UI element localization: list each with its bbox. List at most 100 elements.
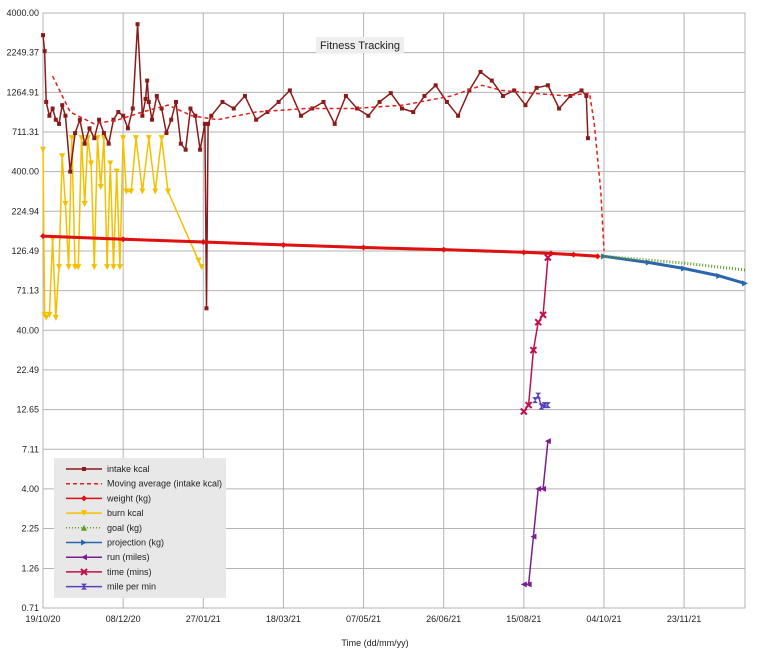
- legend-entry-weight-kg: weight (kg): [66, 493, 151, 503]
- data-point-intake-kcal: [183, 147, 188, 152]
- data-point-intake-kcal: [174, 99, 179, 104]
- series-layer: [40, 22, 748, 588]
- data-point-intake-kcal: [198, 147, 203, 152]
- data-point-intake-kcal: [101, 131, 106, 136]
- chart-title-group: Fitness Tracking: [316, 37, 404, 53]
- legend-swatch-marker: [81, 583, 87, 590]
- x-tick-label: 27/01/21: [186, 614, 221, 624]
- y-tick-label: 126.49: [11, 246, 39, 256]
- data-point-weight-kg: [120, 236, 127, 243]
- legend-label: intake kcal: [107, 464, 150, 474]
- data-point-burn-kcal: [59, 153, 66, 160]
- legend-label: time (mins): [107, 567, 152, 577]
- data-point-intake-kcal: [77, 117, 82, 122]
- data-point-intake-kcal: [68, 169, 73, 174]
- data-point-intake-kcal: [388, 91, 393, 96]
- data-point-time-mins: [534, 318, 542, 326]
- data-point-intake-kcal: [287, 88, 292, 93]
- data-point-time-mins: [539, 311, 547, 319]
- data-point-intake-kcal: [164, 131, 169, 136]
- x-tick-label: 18/03/21: [266, 614, 301, 624]
- data-point-projection-kg: [742, 280, 748, 287]
- data-point-intake-kcal: [265, 110, 270, 115]
- data-point-intake-kcal: [231, 106, 236, 111]
- series-line-weight-kg: [42, 234, 598, 258]
- data-point-intake-kcal: [53, 117, 58, 122]
- data-point-intake-kcal: [584, 93, 589, 98]
- x-tick-label: 15/08/21: [506, 614, 541, 624]
- data-point-run-miles: [544, 438, 551, 445]
- data-point-burn-kcal: [97, 184, 104, 191]
- data-point-burn-kcal: [120, 135, 127, 142]
- x-tick-label: 19/10/20: [25, 614, 60, 624]
- data-point-run-miles: [525, 581, 532, 588]
- y-tick-label: 71.13: [16, 286, 39, 296]
- data-point-mile-per-min: [544, 402, 551, 409]
- data-point-intake-kcal: [512, 88, 517, 93]
- data-point-intake-kcal: [57, 121, 62, 126]
- data-point-intake-kcal: [299, 113, 304, 118]
- data-point-intake-kcal: [206, 121, 211, 126]
- data-point-intake-kcal: [411, 110, 416, 115]
- data-point-intake-kcal: [456, 113, 461, 118]
- data-point-intake-kcal: [193, 113, 198, 118]
- data-point-intake-kcal: [585, 136, 590, 141]
- data-point-intake-kcal: [355, 106, 360, 111]
- data-point-run-miles: [535, 485, 542, 492]
- series-run-miles: [520, 438, 551, 588]
- data-point-intake-kcal: [154, 93, 159, 98]
- data-point-time-mins: [524, 401, 533, 409]
- data-point-burn-kcal: [81, 201, 88, 208]
- data-point-intake-kcal: [422, 93, 427, 98]
- data-point-intake-kcal: [130, 106, 135, 111]
- data-point-intake-kcal: [92, 136, 97, 141]
- data-point-burn-kcal: [116, 264, 123, 271]
- data-point-run-miles: [520, 581, 527, 588]
- y-tick-label: 40.00: [16, 325, 39, 335]
- data-point-burn-kcal: [132, 135, 139, 142]
- data-point-intake-kcal: [523, 103, 528, 108]
- data-point-intake-kcal: [321, 99, 326, 104]
- data-point-burn-kcal: [107, 160, 114, 167]
- chart-title: Fitness Tracking: [320, 40, 400, 52]
- data-point-weight-kg: [280, 241, 287, 248]
- legend-label: goal (kg): [107, 523, 142, 533]
- legend-swatch-marker: [81, 539, 87, 546]
- y-tick-label: 4.00: [21, 484, 39, 494]
- data-point-intake-kcal: [545, 83, 550, 88]
- data-point-intake-kcal: [188, 106, 193, 111]
- data-point-intake-kcal: [332, 121, 337, 126]
- data-point-intake-kcal: [145, 78, 150, 83]
- data-point-intake-kcal: [146, 99, 151, 104]
- legend-label: run (miles): [107, 552, 150, 562]
- data-point-intake-kcal: [242, 93, 247, 98]
- series-projection-kg: [600, 253, 748, 287]
- x-tick-label: 08/12/20: [106, 614, 141, 624]
- series-time-mins: [520, 253, 552, 416]
- data-point-intake-kcal: [178, 141, 183, 146]
- series-line-moving-average-intake-kcal: [51, 75, 605, 251]
- data-point-projection-kg: [716, 272, 723, 279]
- x-tick-label: 04/10/21: [586, 614, 621, 624]
- legend-swatch-marker: [81, 524, 87, 531]
- legend-entry-mile-per-min: mile per min: [66, 582, 156, 592]
- data-point-intake-kcal: [143, 96, 148, 101]
- data-point-time-mins: [520, 407, 528, 416]
- series-burn-kcal: [40, 135, 205, 321]
- data-point-burn-kcal: [75, 264, 82, 271]
- data-point-intake-kcal: [500, 93, 505, 98]
- data-point-run-miles: [540, 485, 547, 492]
- data-point-intake-kcal: [169, 117, 174, 122]
- data-point-burn-kcal: [91, 264, 98, 271]
- legend-swatch-marker: [80, 568, 88, 576]
- data-point-intake-kcal: [478, 69, 483, 74]
- data-point-intake-kcal: [63, 113, 68, 118]
- data-point-intake-kcal: [135, 22, 140, 27]
- legend-swatch-marker: [81, 510, 87, 517]
- data-point-time-mins: [529, 346, 538, 354]
- data-point-intake-kcal: [106, 141, 111, 146]
- legend-swatch-marker: [81, 495, 87, 502]
- axes: 4000.00 2249.37 1264.91 711.31 400.00 224.94 1…: [6, 8, 701, 624]
- x-axis-label: Time (dd/mm/yy): [341, 638, 408, 648]
- legend-label: Moving average (intake kcal): [107, 479, 222, 489]
